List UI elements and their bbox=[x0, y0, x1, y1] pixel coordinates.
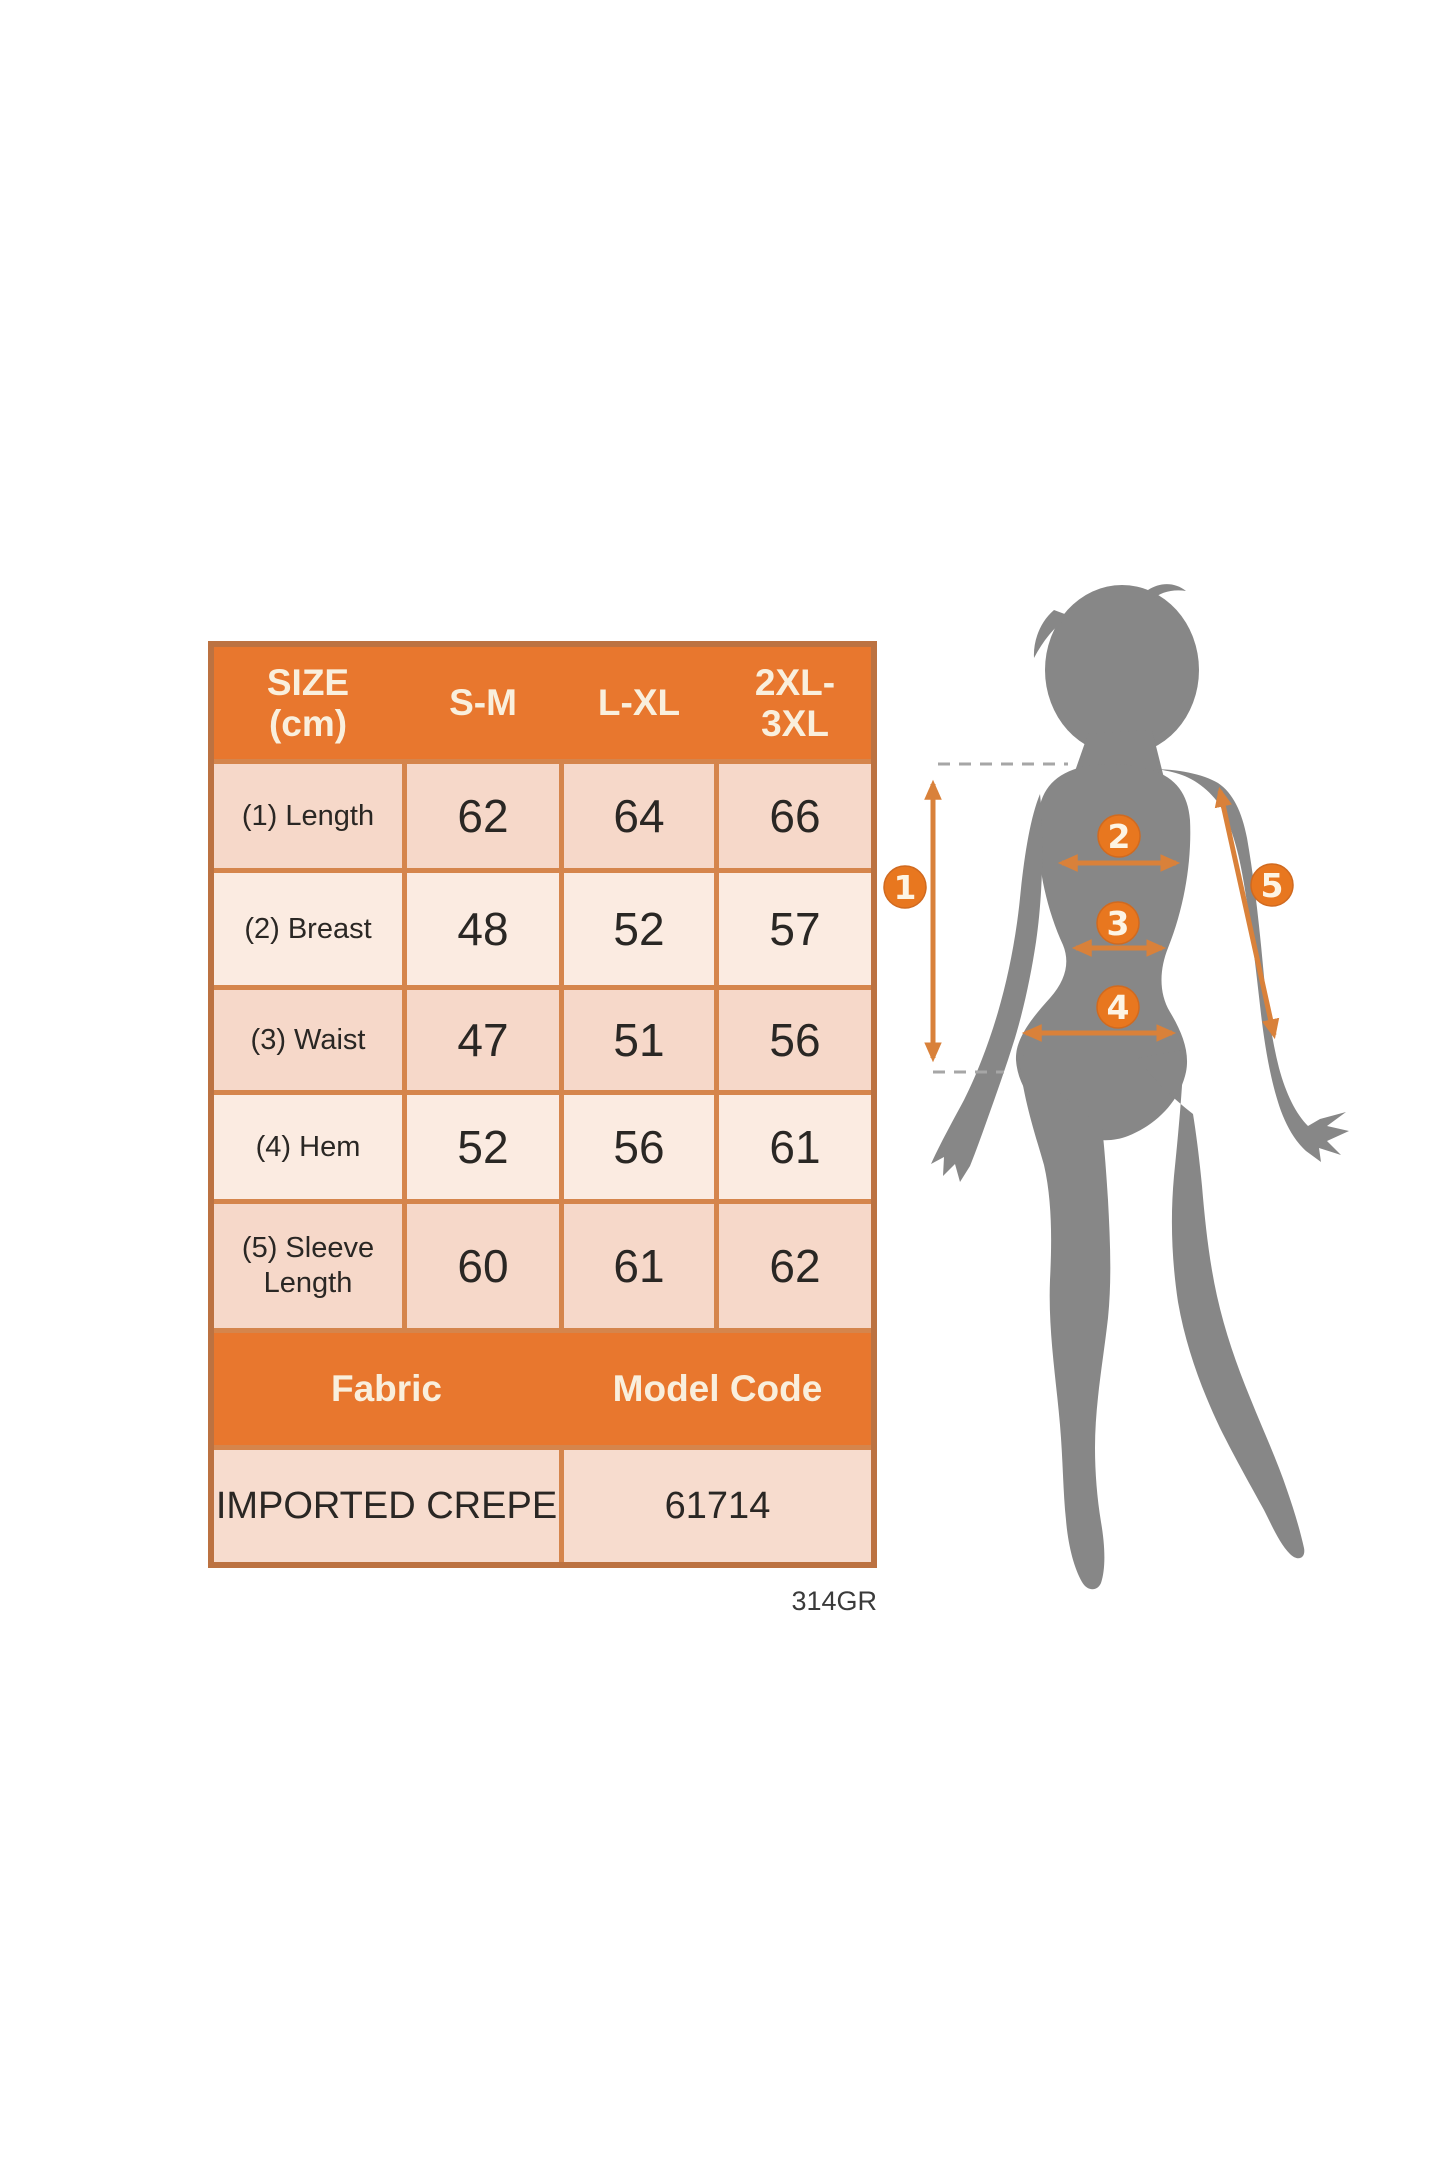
column-header-line: SIZE bbox=[266, 661, 350, 703]
left-arm-shape bbox=[931, 794, 1043, 1182]
row-label-sleeve-length: (5) Sleeve Length bbox=[214, 1204, 402, 1328]
value-cell: 57 bbox=[719, 873, 871, 985]
value-cell: 48 bbox=[407, 873, 559, 985]
size-table: SIZE (cm) S-M L-XL 2XL- 3XL (1) Length 6… bbox=[208, 641, 877, 1568]
column-header-line: L-XL bbox=[597, 682, 681, 724]
value-cell: 62 bbox=[407, 764, 559, 868]
badge-2-circle bbox=[1097, 814, 1141, 858]
measure-arrow-5-sleeve bbox=[1214, 786, 1280, 1040]
badge-1-number: 1 bbox=[894, 868, 917, 907]
column-header-line: 2XL- bbox=[754, 661, 836, 703]
grammage-code: 314GR bbox=[791, 1586, 877, 1616]
value-cell: 66 bbox=[719, 764, 871, 868]
fabric-value: IMPORTED CREPE bbox=[214, 1450, 559, 1562]
column-header-line: (cm) bbox=[268, 703, 348, 744]
measure-badges: 1 2 3 4 5 bbox=[883, 814, 1294, 1029]
column-header-sm: S-M bbox=[407, 682, 559, 723]
model-code-header: Model Code bbox=[612, 1368, 823, 1410]
badge-2-number: 2 bbox=[1108, 817, 1131, 856]
badge-3-circle bbox=[1096, 901, 1140, 945]
value-cell: 56 bbox=[719, 990, 871, 1090]
measurement-figure: 1 2 3 4 5 bbox=[883, 584, 1349, 1590]
hair-flick-left bbox=[1033, 610, 1070, 658]
column-header-lxl: L-XL bbox=[564, 682, 714, 723]
column-header-size: SIZE (cm) bbox=[214, 662, 402, 745]
row-label-breast: (2) Breast bbox=[214, 873, 402, 985]
body-silhouette bbox=[931, 584, 1349, 1590]
head-shape bbox=[1045, 585, 1199, 755]
value-cell: 61 bbox=[719, 1095, 871, 1199]
size-table-header-row: SIZE (cm) S-M L-XL 2XL- 3XL bbox=[214, 647, 871, 759]
left-leg-shape bbox=[1018, 1048, 1111, 1590]
value-cell: 52 bbox=[407, 1095, 559, 1199]
badge-3-number: 3 bbox=[1107, 904, 1130, 943]
footer-header-row: Fabric Model Code bbox=[214, 1333, 871, 1445]
right-arm-shape bbox=[1150, 769, 1349, 1162]
value-cell: 56 bbox=[564, 1095, 714, 1199]
column-header-2xl3xl: 2XL- 3XL bbox=[719, 662, 871, 745]
value-cell: 62 bbox=[719, 1204, 871, 1328]
row-label-hem: (4) Hem bbox=[214, 1095, 402, 1199]
row-label-length: (1) Length bbox=[214, 764, 402, 868]
badge-4-circle bbox=[1096, 985, 1140, 1029]
right-leg-shape bbox=[1138, 1050, 1305, 1559]
model-code-value: 61714 bbox=[564, 1450, 871, 1562]
value-cell: 64 bbox=[564, 764, 714, 868]
value-cell: 60 bbox=[407, 1204, 559, 1328]
hair-flick-right bbox=[1148, 584, 1186, 600]
value-cell: 52 bbox=[564, 873, 714, 985]
value-cell: 47 bbox=[407, 990, 559, 1090]
column-header-line: 3XL bbox=[761, 703, 829, 744]
value-cell: 61 bbox=[564, 1204, 714, 1328]
badge-1-circle bbox=[883, 865, 927, 909]
badge-5-number: 5 bbox=[1261, 866, 1284, 905]
fabric-header: Fabric bbox=[330, 1368, 443, 1410]
badge-4-number: 4 bbox=[1107, 988, 1130, 1027]
row-label-waist: (3) Waist bbox=[214, 990, 402, 1090]
badge-5-circle bbox=[1250, 863, 1294, 907]
value-cell: 51 bbox=[564, 990, 714, 1090]
column-header-line: S-M bbox=[449, 682, 517, 724]
